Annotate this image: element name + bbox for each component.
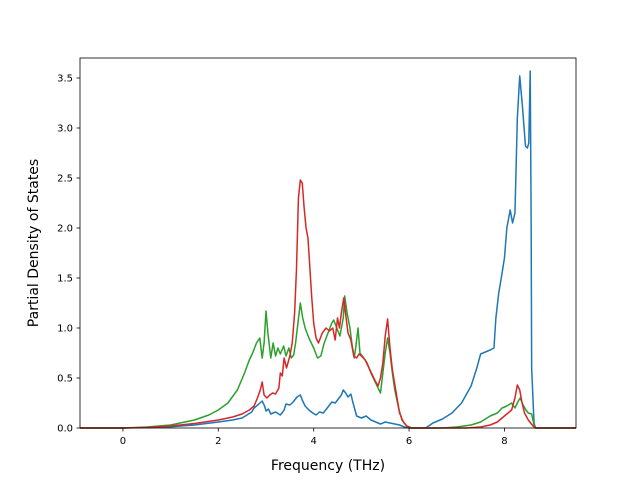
x-tick-label: 2 <box>215 436 221 447</box>
y-tick-label: 1.5 <box>57 274 73 285</box>
x-tick-label: 4 <box>311 436 317 447</box>
y-tick-label: 0.5 <box>57 374 73 385</box>
series-line-3 <box>80 179 576 429</box>
x-tick-label: 0 <box>120 436 126 447</box>
series-line-2 <box>80 295 576 429</box>
x-axis-title: Frequency (THz) <box>271 458 385 474</box>
y-tick-label: 0.0 <box>57 424 73 435</box>
y-axis: 0.0 0.5 1.0 1.5 2.0 2.5 3.0 3.5 <box>57 74 80 435</box>
series-layer <box>80 70 576 429</box>
x-tick-label: 8 <box>501 436 507 447</box>
y-tick-label: 1.0 <box>57 324 73 335</box>
y-axis-title: Partial Density of States <box>26 159 42 327</box>
y-tick-label: 2.0 <box>57 224 73 235</box>
y-tick-label: 3.5 <box>57 74 73 85</box>
plot-frame <box>79 57 577 429</box>
y-tick-label: 3.0 <box>57 124 73 135</box>
y-tick-label: 2.5 <box>57 174 73 185</box>
x-axis: 0 2 4 6 8 <box>120 428 508 447</box>
series-line-1 <box>80 70 576 429</box>
x-tick-label: 6 <box>406 436 412 447</box>
